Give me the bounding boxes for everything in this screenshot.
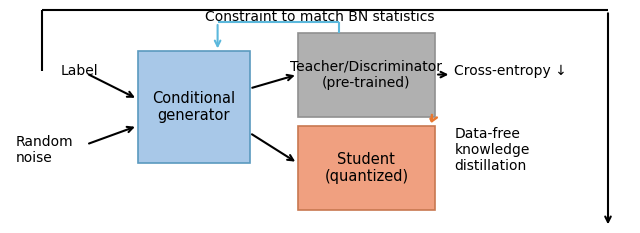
Text: Student
(quantized): Student (quantized) <box>324 151 408 184</box>
Text: Data-free
knowledge
distillation: Data-free knowledge distillation <box>454 127 530 174</box>
Text: Constraint to match BN statistics: Constraint to match BN statistics <box>205 10 435 24</box>
FancyBboxPatch shape <box>298 126 435 210</box>
Text: Random
noise: Random noise <box>16 135 74 165</box>
Text: Cross-entropy ↓: Cross-entropy ↓ <box>454 64 567 78</box>
FancyBboxPatch shape <box>298 33 435 116</box>
Text: Label: Label <box>61 64 99 78</box>
Text: Teacher/Discriminator
(pre-trained): Teacher/Discriminator (pre-trained) <box>291 59 442 90</box>
FancyBboxPatch shape <box>138 51 250 163</box>
Text: Conditional
generator: Conditional generator <box>152 91 235 123</box>
